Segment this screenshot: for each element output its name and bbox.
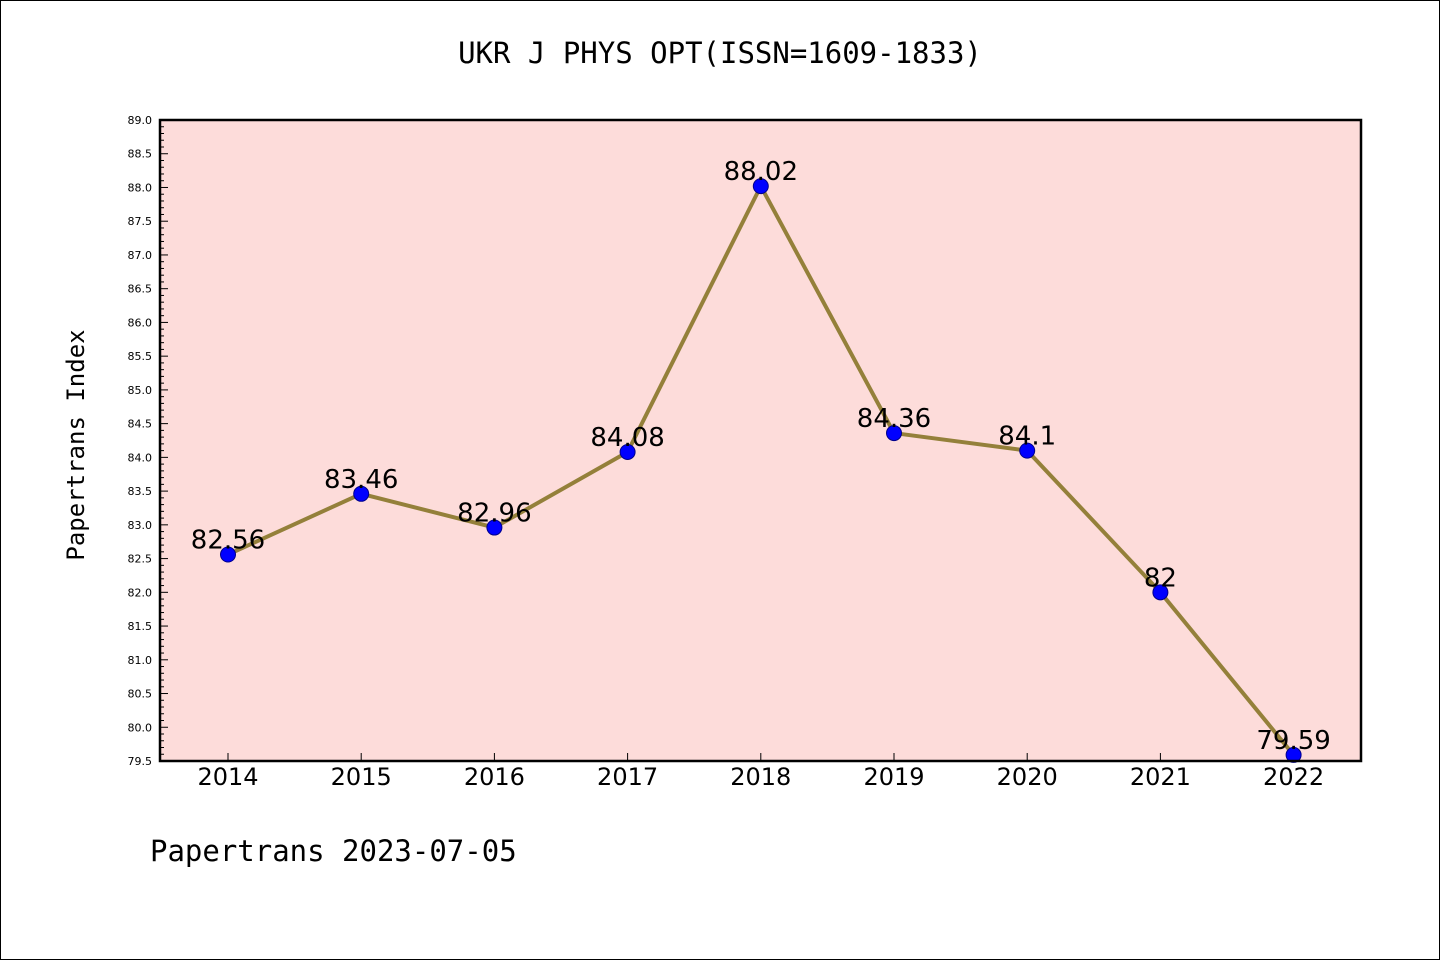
data-point (486, 519, 503, 536)
x-tick-label: 2018 (730, 763, 791, 791)
y-tick-label: 87.5 (128, 215, 153, 228)
x-tick-label: 2022 (1263, 763, 1324, 791)
y-tick-label: 83.5 (128, 485, 153, 498)
data-label: 82.96 (457, 499, 531, 529)
y-tick-label: 82.5 (128, 553, 153, 566)
y-tick-label: 83.0 (128, 519, 153, 532)
y-tick-label: 88.5 (128, 148, 153, 161)
data-label: 79.59 (1256, 726, 1330, 756)
y-tick-label: 88.0 (128, 181, 153, 194)
y-tick-label: 87.0 (128, 249, 153, 262)
x-tick-label: 2017 (597, 763, 658, 791)
data-label: 88.02 (724, 157, 798, 187)
y-tick-label: 84.5 (128, 418, 153, 431)
y-tick-label: 84.0 (128, 451, 153, 464)
data-point (220, 546, 236, 563)
plot-area (160, 120, 1361, 761)
data-label: 83.46 (324, 465, 398, 495)
x-tick-label: 2015 (331, 763, 392, 791)
x-tick-label: 2019 (863, 763, 924, 791)
y-tick-label: 85.5 (128, 350, 153, 363)
y-tick-label: 80.0 (128, 721, 153, 734)
plot-border (158, 118, 1363, 763)
data-point (1019, 442, 1036, 459)
data-label: 84.1 (998, 422, 1056, 452)
y-tick-label: 86.0 (128, 316, 153, 329)
x-axis: 2014 2015 2016 2017 2018 2019 2020 2021 2022 (197, 753, 1324, 791)
x-tick-label: 2020 (997, 763, 1058, 791)
x-tick-label: 2016 (464, 763, 525, 791)
x-tick-label: 2014 (197, 763, 258, 791)
data-labels: 82.56 83.46 82.96 84.08 88.02 84.36 84.1 82 79.5… (191, 157, 1331, 756)
footer-text: Papertrans 2023-07-05 (150, 834, 517, 868)
y-tick-label: 82.0 (128, 586, 153, 599)
chart-title: UKR J PHYS OPT(ISSN=1609-1833) (458, 36, 982, 70)
y-tick-label: 81.5 (128, 620, 153, 633)
data-point (353, 485, 370, 502)
data-label: 82 (1144, 563, 1177, 593)
data-label: 84.08 (590, 423, 664, 453)
y-tick-label: 86.5 (128, 283, 153, 296)
y-tick-label: 80.5 (128, 688, 153, 701)
y-tick-label: 81.0 (128, 654, 153, 667)
data-point (752, 178, 769, 195)
x-tick-label: 2021 (1130, 763, 1191, 791)
data-points (220, 178, 1302, 763)
y-tick-label: 85.0 (128, 384, 153, 397)
data-point (1285, 746, 1302, 763)
data-point (619, 443, 636, 460)
data-label: 84.36 (857, 404, 931, 434)
y-tick-label: 79.5 (128, 755, 153, 768)
data-point (1152, 584, 1169, 601)
data-point (886, 425, 902, 442)
data-label: 82.56 (191, 526, 265, 556)
y-tick-label: 89.0 (128, 114, 153, 127)
